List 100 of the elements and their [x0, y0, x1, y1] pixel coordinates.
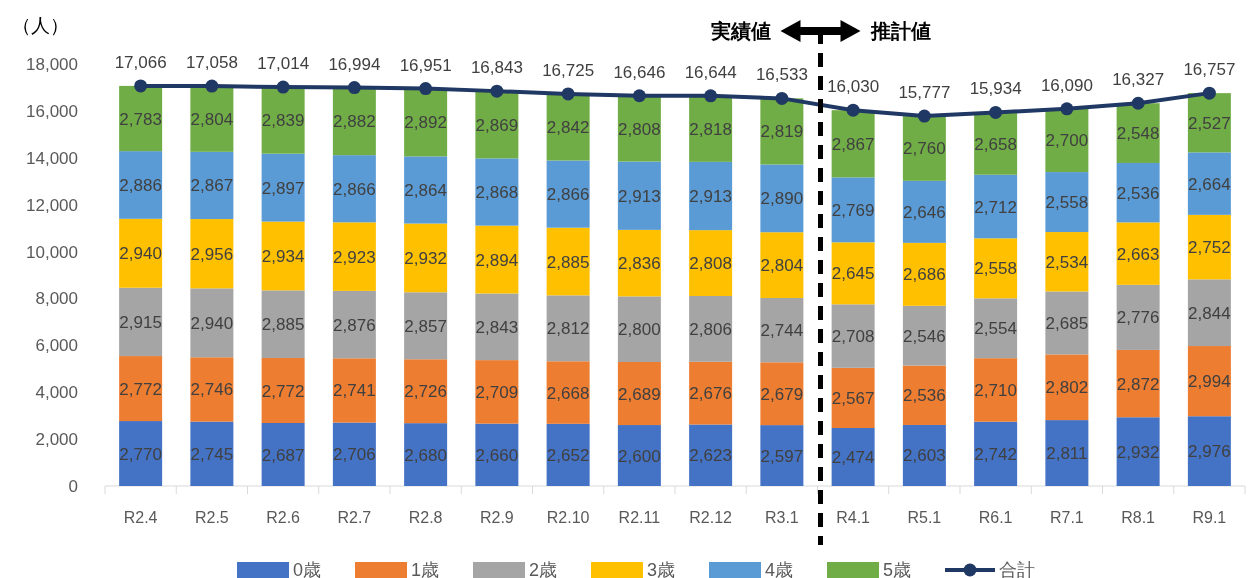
bar: [261, 358, 305, 424]
data-label: 15,777: [898, 83, 951, 103]
data-label: 17,066: [114, 52, 167, 72]
data-label: 2,806: [689, 319, 732, 339]
data-label: 2,742: [974, 444, 1017, 464]
data-label: 2,956: [190, 244, 234, 264]
data-label: 2,819: [760, 122, 804, 142]
data-label: 2,676: [689, 384, 732, 404]
bar: [974, 421, 1018, 486]
bar: [1116, 349, 1160, 418]
bar: [332, 422, 376, 486]
data-label: 2,885: [261, 315, 305, 335]
data-label: 2,741: [333, 381, 376, 401]
bar: [617, 161, 661, 230]
y-tick-label: 12,000: [26, 195, 78, 215]
x-tick-label: R2.4: [123, 509, 158, 526]
bar: [190, 421, 234, 486]
data-label: 2,776: [1116, 308, 1160, 328]
data-label: 2,558: [974, 259, 1017, 279]
data-label: 2,976: [1188, 442, 1231, 462]
bar: [261, 290, 305, 359]
data-label: 2,686: [903, 265, 946, 285]
data-label: 2,536: [903, 386, 946, 406]
data-label: 16,533: [755, 65, 808, 85]
bar: [760, 362, 804, 426]
bar: [831, 367, 875, 428]
text: 推計値: [869, 20, 931, 42]
legend-label: 5歳: [883, 560, 912, 578]
bar: [1187, 214, 1231, 280]
data-label: 2,804: [190, 109, 234, 129]
bar: [190, 219, 234, 289]
data-label: 2,652: [546, 445, 590, 465]
bar: [974, 298, 1018, 359]
data-label: 2,548: [1116, 124, 1160, 144]
bar: [831, 242, 875, 305]
bar: [190, 357, 234, 422]
data-label: 2,913: [689, 187, 732, 206]
data-label: 2,769: [831, 200, 875, 220]
data-label: 2,934: [261, 246, 305, 266]
data-label: 16,951: [399, 55, 452, 75]
data-label: 2,866: [333, 179, 376, 199]
data-label: 2,872: [1116, 374, 1160, 394]
x-tick-label: R5.1: [907, 509, 942, 526]
data-label: 2,857: [404, 316, 447, 336]
data-label: 2,844: [1188, 303, 1231, 323]
bar: [332, 358, 376, 423]
data-label: 2,658: [974, 134, 1017, 154]
bar: [689, 361, 733, 425]
data-label: 2,915: [119, 312, 162, 332]
data-label: 2,802: [1045, 378, 1089, 398]
x-tick-label: R2.9: [479, 509, 514, 526]
y-tick-label: 8,000: [35, 289, 78, 309]
data-label: 2,923: [333, 247, 376, 267]
bar: [1045, 354, 1089, 421]
x-tick-label: R2.5: [194, 509, 229, 526]
y-tick-label: 6,000: [35, 336, 78, 356]
x-tick-label: R3.1: [764, 509, 799, 526]
data-label: 2,886: [119, 175, 162, 195]
data-label: 2,687: [261, 445, 305, 465]
bar: [475, 360, 519, 424]
data-label: 2,783: [119, 109, 162, 129]
y-tick-label: 16,000: [26, 101, 78, 121]
data-label: 2,864: [404, 180, 447, 200]
legend-label: 3歳: [647, 560, 676, 578]
bar: [617, 229, 661, 297]
bar: [760, 164, 804, 233]
data-label: 2,554: [974, 319, 1017, 339]
data-label: 2,709: [475, 382, 519, 402]
data-label: 2,527: [1188, 113, 1231, 133]
data-label: 2,558: [1045, 193, 1089, 213]
data-label: 2,897: [261, 178, 305, 198]
data-label: 2,708: [831, 327, 875, 347]
bar: [404, 223, 448, 293]
text: 実績値: [709, 20, 771, 42]
data-label: 2,534: [1045, 252, 1089, 272]
data-label: 17,058: [185, 53, 238, 73]
bar: [332, 290, 376, 359]
x-tick-label: R9.1: [1192, 509, 1227, 526]
data-label: 2,890: [760, 189, 804, 209]
bar: [689, 161, 733, 231]
data-label: 15,934: [969, 79, 1022, 99]
data-label: 2,600: [618, 446, 661, 466]
data-label: 2,685: [1045, 313, 1089, 333]
data-label: 16,030: [827, 77, 880, 97]
bar: [831, 428, 875, 486]
data-label: 2,940: [190, 313, 234, 333]
bar: [261, 153, 305, 222]
data-label: 2,800: [618, 320, 661, 340]
bar: [1045, 291, 1089, 355]
bar: [546, 361, 590, 424]
data-label: 16,994: [328, 54, 381, 74]
data-label: 2,712: [974, 197, 1017, 217]
bar: [332, 155, 376, 223]
data-label: 2,689: [618, 384, 661, 404]
x-tick-label: R8.1: [1121, 509, 1156, 526]
data-label: 2,811: [1046, 444, 1088, 464]
data-label: 2,706: [333, 445, 376, 465]
legend-label: 1歳: [411, 560, 440, 578]
data-label: 2,940: [119, 244, 162, 264]
bar: [1045, 420, 1089, 486]
